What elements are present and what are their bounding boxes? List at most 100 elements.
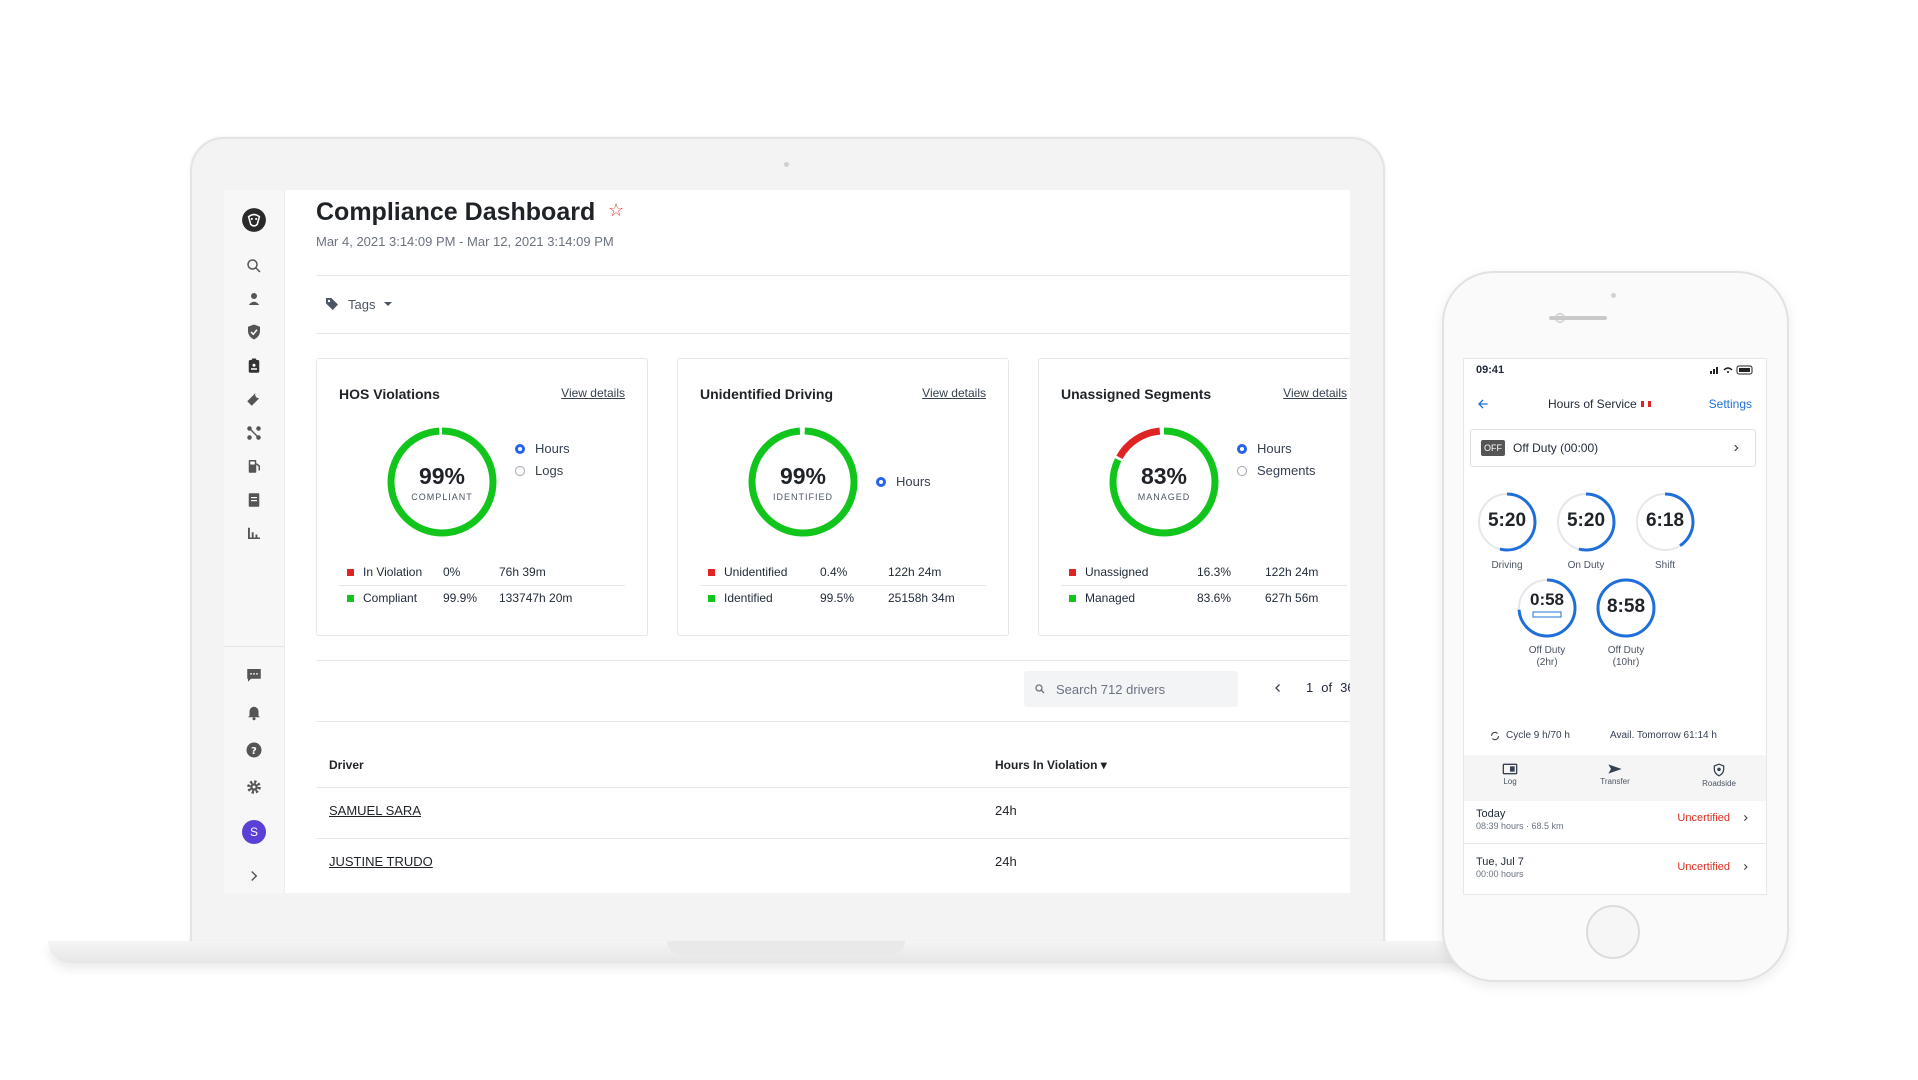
reports-bar-chart-icon[interactable]: [224, 517, 284, 549]
back-arrow-icon[interactable]: [1476, 397, 1490, 411]
legend-name: Compliant: [363, 591, 418, 605]
clock-label: Off Duty (10hr): [1607, 645, 1645, 668]
document-icon[interactable]: [224, 484, 284, 516]
settings-link[interactable]: Settings: [1708, 397, 1752, 411]
date-range[interactable]: Mar 4, 2021 3:14:09 PM - Mar 12, 2021 3:…: [316, 234, 614, 249]
cycle-text: Cycle 9 h/70 h: [1506, 730, 1570, 741]
hos-violations-card: HOS Violations View details 99% COMPLIAN…: [316, 358, 648, 636]
view-details-link[interactable]: View details: [922, 386, 986, 400]
tags-label: Tags: [348, 296, 376, 312]
radio-button[interactable]: [1237, 465, 1247, 476]
view-details-link[interactable]: View details: [1283, 386, 1347, 400]
legend-amount: 627h 56m: [1265, 591, 1319, 605]
legend-swatch: [1069, 595, 1076, 602]
avatar-initial: S: [242, 820, 266, 844]
radio-logs[interactable]: Logs: [515, 463, 563, 478]
duty-status-selector[interactable]: OFF Off Duty (00:00): [1470, 429, 1756, 467]
driver-link[interactable]: JUSTINE TRUDO: [329, 854, 433, 869]
gear-icon[interactable]: [224, 771, 284, 803]
radio-button[interactable]: [515, 465, 525, 476]
wrench-icon[interactable]: [224, 383, 284, 415]
favorite-star-icon[interactable]: ☆: [608, 200, 625, 220]
tab-roadside[interactable]: Roadside: [1689, 763, 1749, 788]
radio-hours[interactable]: Hours: [876, 474, 931, 489]
page-current: 1: [1306, 680, 1314, 695]
legend-swatch: [347, 595, 354, 602]
help-icon[interactable]: ?: [224, 734, 284, 766]
off-duty-10hr-ring: [1596, 578, 1656, 638]
caret-down-icon: [384, 302, 393, 306]
card-title: Unidentified Driving: [700, 386, 833, 402]
messages-icon[interactable]: [224, 659, 284, 691]
view-details-link[interactable]: View details: [561, 386, 625, 400]
cycle-refresh-icon: [1491, 731, 1499, 741]
table-header-hours-in-violation[interactable]: Hours In Violation ▾: [995, 758, 1107, 772]
driver-link[interactable]: SAMUEL SARA: [329, 803, 421, 818]
managed-donut-chart: [1109, 427, 1219, 537]
tab-log[interactable]: Log: [1480, 763, 1540, 786]
legend-divider: [1061, 585, 1347, 586]
legend-amount: 122h 24m: [888, 565, 942, 579]
status-time: 09:41: [1476, 364, 1505, 376]
legend-name: Unassigned: [1085, 565, 1149, 579]
log-row-tue[interactable]: Tue, Jul 7 00:00 hours Uncertified: [1464, 856, 1766, 890]
radio-segments[interactable]: Segments: [1237, 463, 1316, 478]
battery-signal-icon: [1710, 365, 1753, 375]
hours-cell: 24h: [995, 854, 1017, 869]
driver-search-input[interactable]: Search 712 drivers: [1024, 671, 1238, 707]
radio-label: Hours: [535, 441, 570, 456]
shift-clock: 6:18 Shift: [1634, 491, 1696, 571]
log-row-today[interactable]: Today 08:39 hours · 68.5 km Uncertified: [1464, 808, 1766, 846]
clock-value: 5:20: [1566, 510, 1606, 531]
legend-swatch: [1069, 569, 1076, 576]
chevron-left-icon[interactable]: [1272, 682, 1284, 694]
radio-button[interactable]: [1237, 443, 1247, 454]
page-of: of: [1321, 680, 1333, 695]
canada-flag-icon: [1640, 401, 1651, 407]
expand-chevron-icon[interactable]: [224, 860, 284, 892]
phone-title-text: Hours of Service: [1548, 397, 1637, 411]
routes-icon[interactable]: [224, 417, 284, 449]
legend-pct: 0.4%: [820, 565, 848, 579]
divider: [316, 787, 1350, 788]
status-text: Off Duty (00:00): [1513, 441, 1599, 455]
legend-divider: [339, 585, 625, 586]
divider: [316, 275, 1350, 276]
driver-location-icon[interactable]: [224, 283, 284, 315]
sidebar: ? S: [224, 190, 285, 893]
phone-tab-bar: Log Transfer Roadside: [1464, 755, 1766, 801]
radio-button[interactable]: [515, 443, 525, 454]
donut-value: 99%: [779, 463, 827, 489]
tags-filter[interactable]: Tags: [324, 296, 393, 312]
radio-button[interactable]: [876, 476, 886, 487]
tag-icon: [326, 298, 338, 310]
divider: [316, 838, 1350, 839]
legend-divider: [700, 585, 986, 586]
table-header-driver[interactable]: Driver: [329, 758, 364, 772]
radio-hours[interactable]: Hours: [1237, 441, 1292, 456]
fuel-icon[interactable]: [224, 450, 284, 482]
laptop-camera: [784, 162, 789, 167]
roadside-shield-icon: [1713, 763, 1725, 777]
radio-label: Segments: [1257, 463, 1316, 478]
divider: [316, 660, 1350, 661]
tab-transfer[interactable]: Transfer: [1585, 763, 1645, 786]
radio-hours[interactable]: Hours: [515, 441, 570, 456]
log-status: Uncertified: [1677, 861, 1730, 873]
bell-icon[interactable]: [224, 696, 284, 728]
user-avatar[interactable]: S: [224, 816, 284, 848]
shield-icon[interactable]: [224, 316, 284, 348]
main-content: Compliance Dashboard ☆ Mar 4, 2021 3:14:…: [284, 190, 1350, 893]
off-duty-10hr-clock: 8:58 Off Duty (10hr): [1595, 577, 1657, 668]
logo-icon[interactable]: [224, 204, 284, 236]
radio-label: Hours: [896, 474, 931, 489]
off-duty-2hr-ring: [1517, 578, 1577, 638]
search-icon[interactable]: [224, 250, 284, 282]
phone-home-button[interactable]: [1586, 905, 1640, 959]
legend-amount: 122h 24m: [1265, 565, 1319, 579]
legend-name: In Violation: [363, 565, 423, 579]
clock-value: 5:20: [1487, 510, 1527, 531]
card-title: Unassigned Segments: [1061, 386, 1212, 402]
compliance-clipboard-icon[interactable]: [224, 350, 284, 382]
page-total: 36: [1340, 680, 1350, 695]
